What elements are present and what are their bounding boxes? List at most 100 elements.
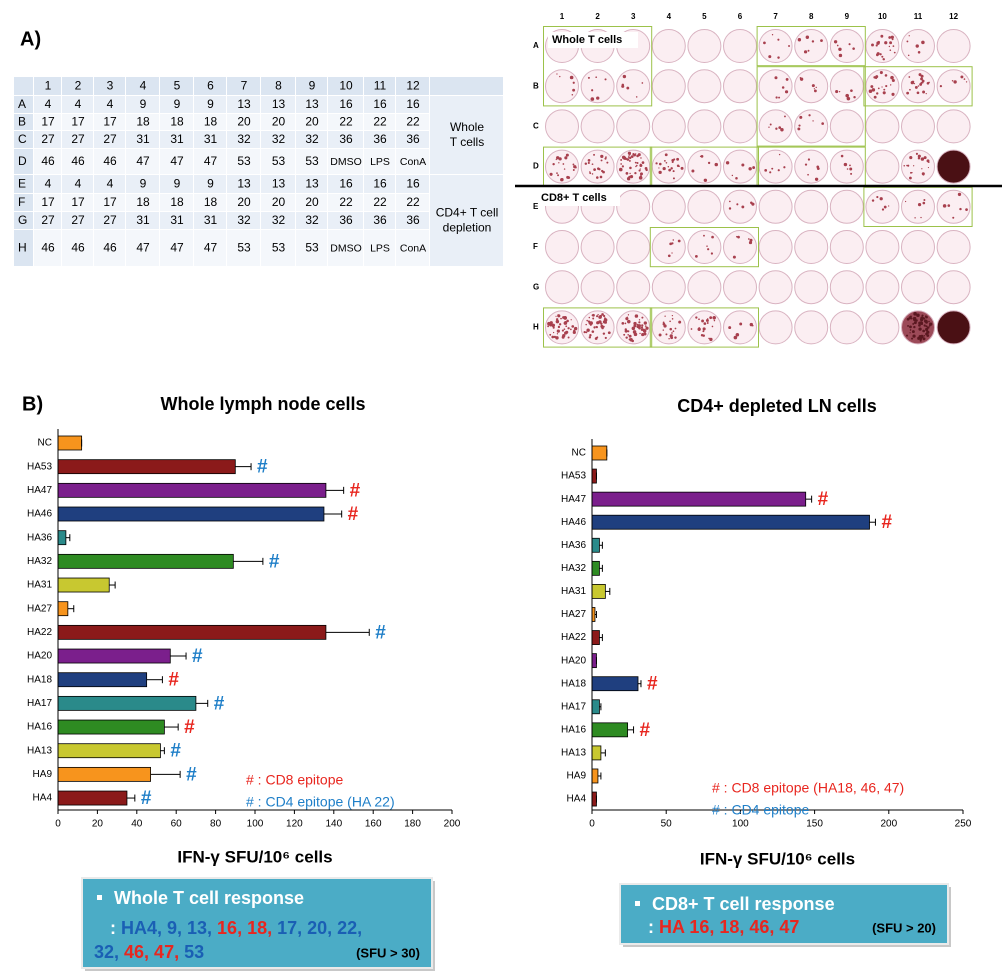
plate-well [936, 270, 971, 305]
plate-well [758, 230, 793, 264]
plate-spot [923, 199, 926, 202]
plate-spot [871, 199, 875, 202]
plate-spot [621, 322, 625, 325]
plate-spot [627, 330, 630, 333]
plate-spot [811, 40, 815, 43]
bar [591, 560, 600, 576]
plate-well [758, 109, 793, 144]
plate-spot [621, 165, 624, 168]
bar [57, 435, 83, 451]
plate-column-label: 10 [878, 12, 887, 21]
plate-well [794, 310, 829, 345]
plate-spot [875, 44, 878, 47]
plate-spot [908, 176, 912, 180]
table-row-header: H [18, 241, 27, 255]
plate-spot [805, 35, 810, 39]
plate-well [865, 270, 900, 305]
plate-group-box [649, 227, 759, 268]
plate-spot [667, 165, 670, 168]
bar [591, 468, 597, 484]
plate-spot [639, 163, 643, 167]
plate-column-label: 5 [702, 12, 707, 21]
plate-row-label: G [533, 282, 539, 291]
plate-spot [752, 166, 756, 169]
plate-well [794, 189, 829, 224]
category-label: HA4 [33, 793, 53, 804]
plate-spot [551, 323, 556, 328]
plate-spot [838, 47, 842, 52]
bar [591, 653, 597, 669]
plate-spot [922, 337, 926, 341]
category-label: HA16 [27, 722, 52, 733]
plate-spot [624, 322, 627, 325]
plate-spot [639, 172, 643, 176]
plate-spot [917, 203, 922, 207]
plate-spot [556, 333, 559, 335]
plate-spot [907, 54, 910, 57]
plate-spot [563, 315, 567, 320]
plate-spot [643, 321, 647, 325]
plate-spot [627, 333, 629, 336]
plate-spot [664, 315, 666, 317]
table-column-header: 7 [241, 79, 248, 93]
table-cell [430, 96, 503, 174]
table-cell-text: 17 [71, 115, 85, 129]
bar [591, 514, 870, 530]
plate-spot [890, 75, 894, 80]
box-token: 53 [184, 942, 204, 962]
plate-spot [784, 90, 789, 94]
plate-spot [797, 127, 801, 131]
plate-spot [566, 319, 569, 323]
plate-well [616, 230, 651, 264]
x-axis-title: IFN-γ SFU/10⁶ cells [177, 847, 332, 866]
plate-spot [775, 127, 778, 130]
plate-spot [558, 323, 562, 326]
plate-well [901, 270, 935, 305]
plate-spot [561, 335, 565, 339]
plate-well [651, 230, 686, 264]
plate-spot [879, 71, 883, 75]
plate-spot [658, 162, 662, 166]
plate-well [723, 189, 757, 224]
x-tick-label: 200 [444, 819, 461, 830]
plate-spot [912, 322, 915, 325]
table-cell [296, 131, 327, 148]
plate-well [545, 310, 579, 345]
plate-well [545, 270, 579, 305]
chart-title: CD4+ depleted LN cells [677, 396, 877, 416]
plate-spot [780, 128, 784, 132]
category-label: HA17 [561, 701, 586, 712]
plate-spot [662, 329, 665, 331]
epitope-marker: # [269, 551, 280, 572]
plate-spot [913, 325, 916, 329]
table-cell [396, 131, 429, 148]
category-label: HA9 [567, 771, 587, 782]
section-label-bg [548, 32, 638, 48]
table-cell [328, 194, 363, 211]
table-cell [194, 149, 226, 174]
plate-spot [736, 235, 738, 238]
table-cell-text: 31 [170, 213, 184, 227]
plate-spot [884, 74, 888, 77]
category-label: HA18 [561, 678, 586, 689]
table-cell-text: 47 [170, 154, 184, 168]
plate-spot [920, 74, 924, 78]
table-cell [194, 212, 226, 229]
table-cell-text: 17 [103, 115, 117, 129]
plate-spot [876, 195, 879, 199]
box-token: : [110, 918, 121, 938]
category-label: HA32 [27, 556, 52, 567]
table-cell [396, 175, 429, 193]
table-cell [396, 149, 429, 174]
plate-spot [709, 316, 713, 320]
plate-spot [777, 169, 780, 172]
plate-spot [671, 315, 674, 317]
table-cell-text: 13 [237, 97, 251, 111]
plate-spot [868, 89, 872, 93]
plate-spot [629, 174, 634, 179]
plate-spot [732, 255, 736, 259]
plate-spot [701, 319, 705, 323]
plate-spot [814, 177, 819, 181]
plate-spot [923, 324, 926, 327]
table-cell-text: ConA [400, 156, 426, 168]
